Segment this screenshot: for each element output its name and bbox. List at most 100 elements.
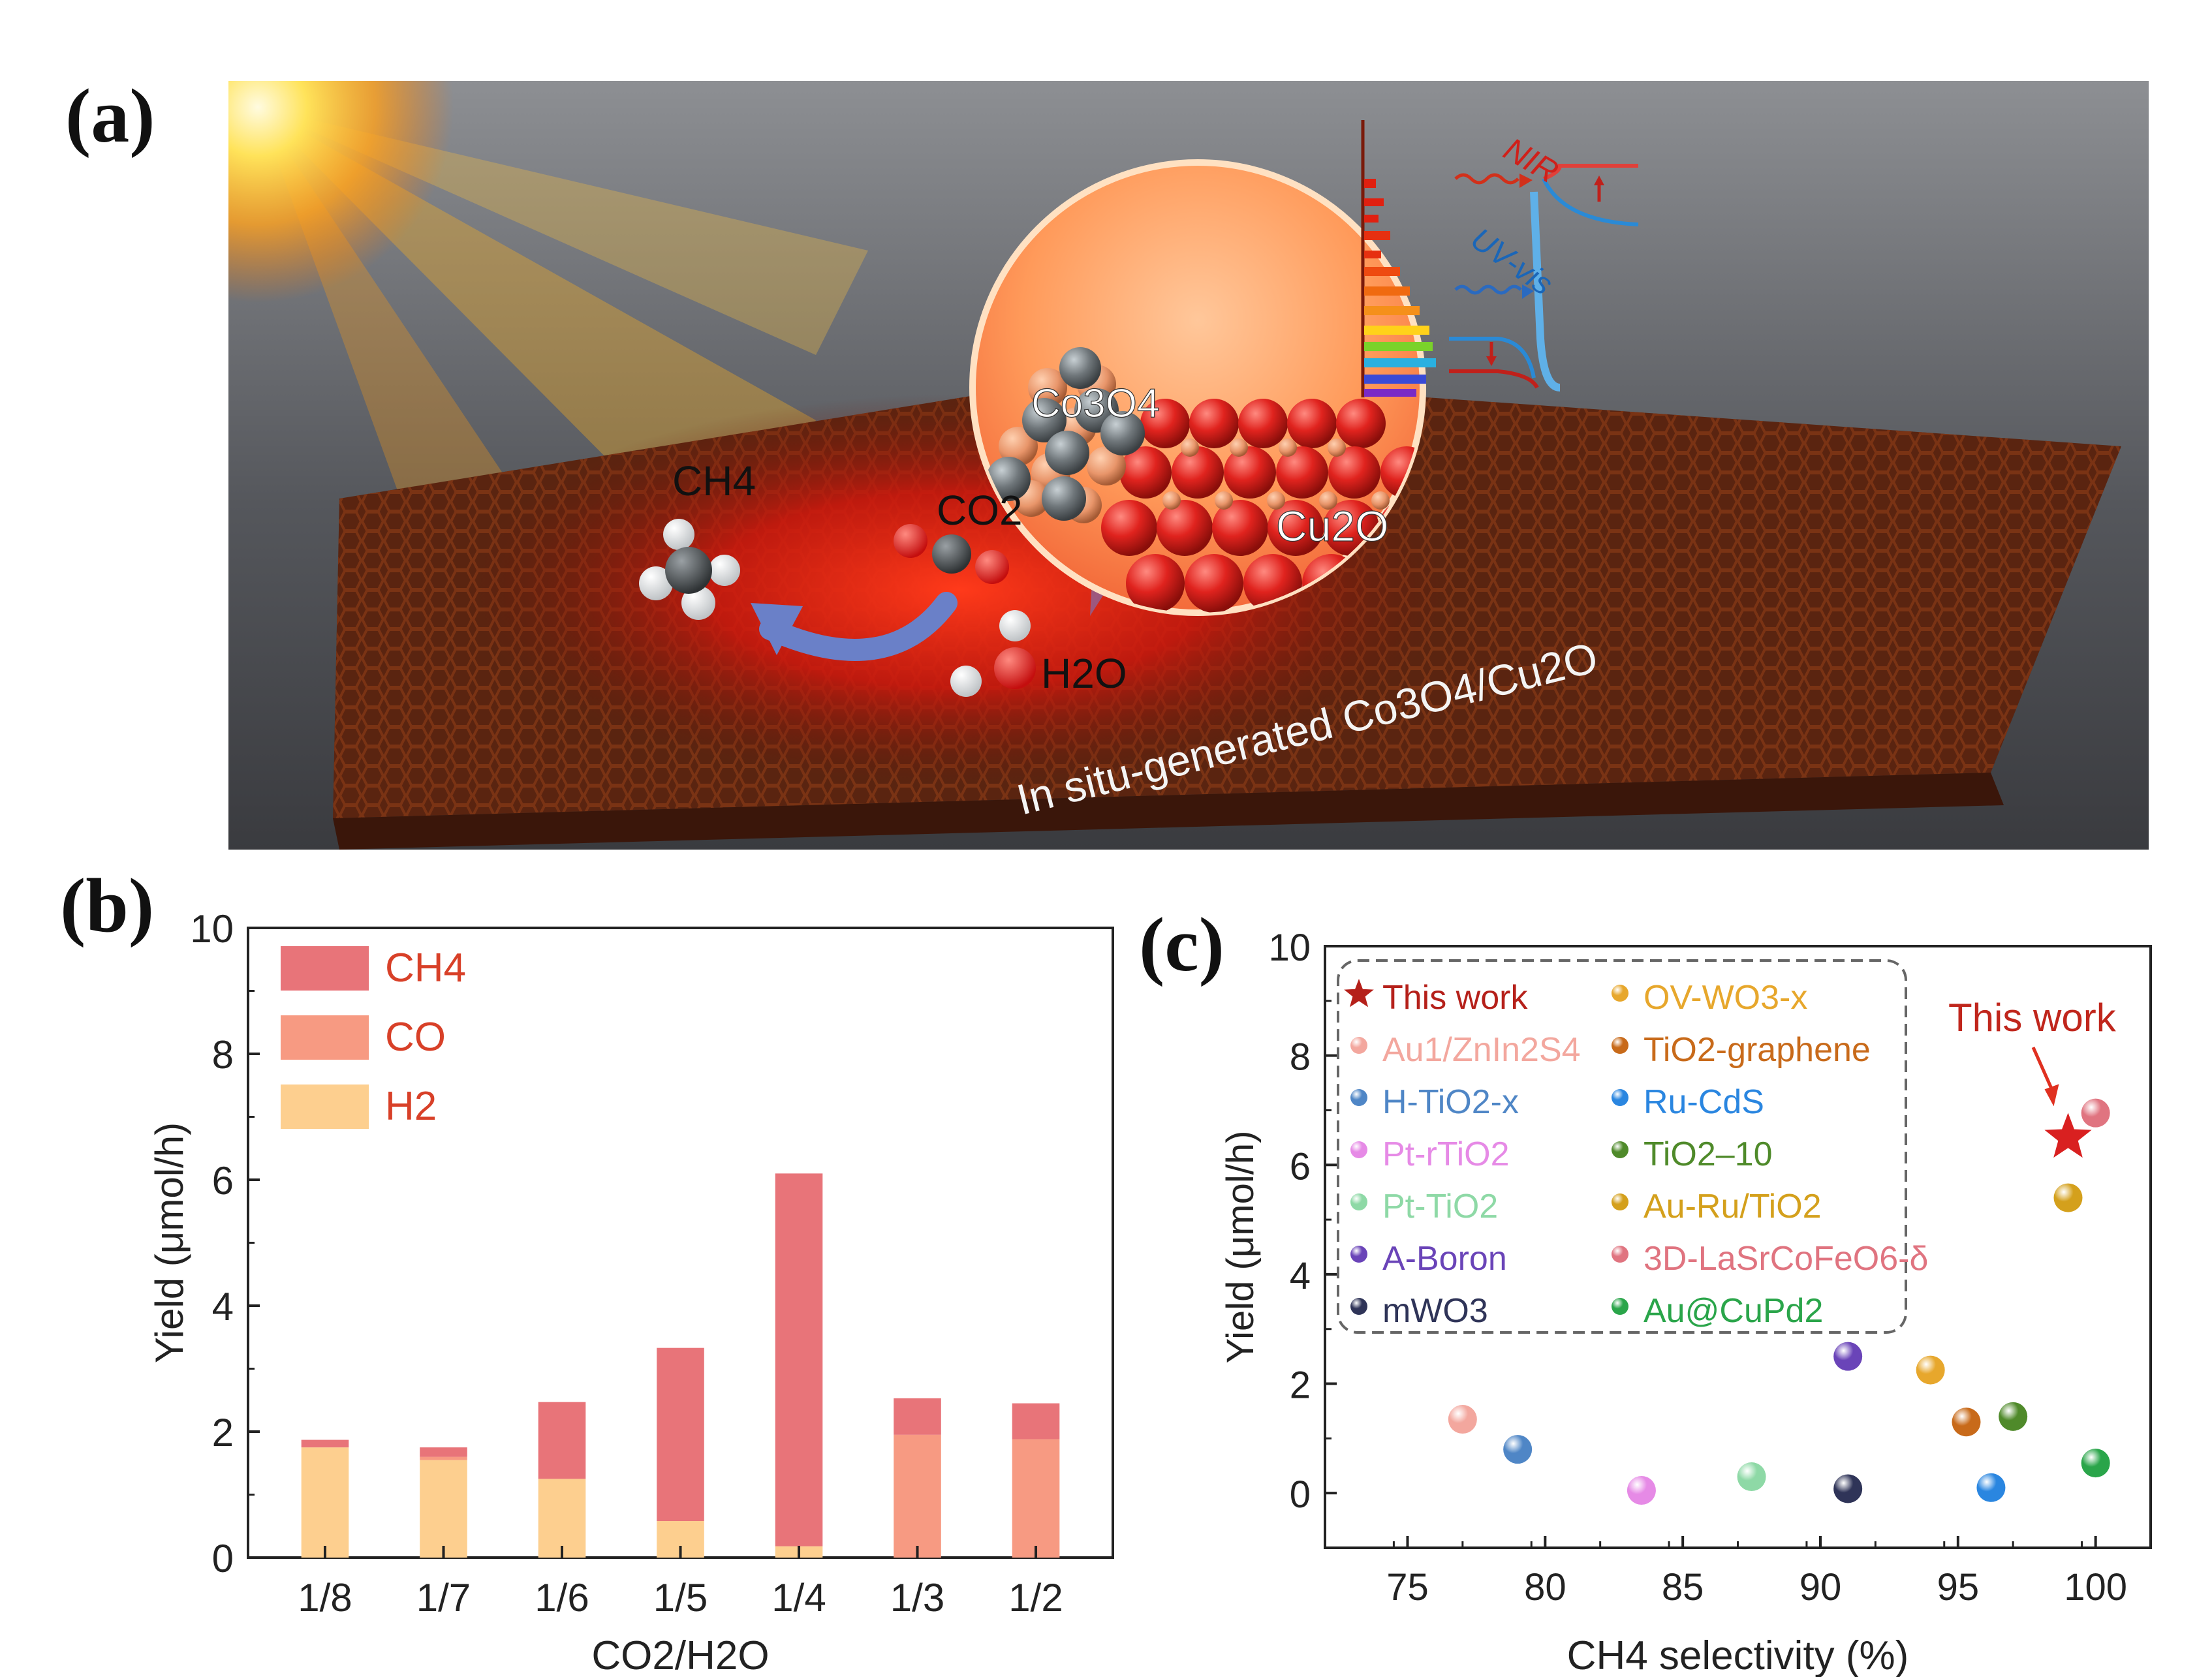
legend-marker-right-1 [1612, 1037, 1628, 1054]
y-tick-label: 4 [1290, 1255, 1311, 1297]
panel-label-b: (b) [60, 863, 155, 948]
x-tick-label: 80 [1524, 1566, 1566, 1608]
scene-illustration: NIR UV-vis Co3O4 Cu2O CH4 CO2 H2O In sit… [228, 81, 2149, 850]
x-tick-label: 1/8 [298, 1576, 352, 1620]
legend-label-right-0: OV-WO3-x [1643, 979, 1807, 1017]
legend-label-left-2: H-TiO2-x [1382, 1083, 1519, 1121]
annotation-this-work: This work [1948, 996, 2117, 1039]
legend-marker-left-1 [1350, 1037, 1367, 1054]
point-10 [1999, 1402, 2028, 1431]
legend-marker-left-4 [1350, 1193, 1367, 1210]
panel-label-c: (c) [1139, 902, 1224, 987]
legend-label-left-4: Pt-TiO2 [1382, 1188, 1498, 1225]
y-axis-label: Yield (μmol/h) [1219, 1131, 1262, 1364]
co3o4-cluster [986, 347, 1145, 523]
legend-label-left-1: Au1/ZnIn2S4 [1382, 1031, 1581, 1069]
y-tick-label: 4 [212, 1285, 234, 1329]
x-axis-label: CO2/H2O [591, 1633, 769, 1677]
legend-marker-right-3 [1612, 1141, 1628, 1158]
y-tick-label: 0 [212, 1537, 234, 1580]
legend-label-ch4: CH4 [385, 946, 466, 991]
legend-label-co: CO [385, 1015, 446, 1060]
x-tick-label: 1/4 [771, 1576, 826, 1620]
legend-marker-left-5 [1350, 1246, 1367, 1263]
x-tick-label: 90 [1799, 1566, 1842, 1608]
y-tick-label: 2 [1290, 1364, 1311, 1407]
bar-ch4-1-2 [1012, 1403, 1060, 1439]
legend-label-right-6: Au@CuPd2 [1643, 1292, 1823, 1330]
legend-label-right-3: TiO2–10 [1643, 1135, 1773, 1173]
bar-ch4-1-4 [775, 1173, 823, 1546]
legend-frame [1337, 959, 1907, 1334]
co3o4-label: Co3O4 [1031, 381, 1159, 426]
bar-co-1-7 [420, 1456, 467, 1460]
legend-marker-left-6 [1350, 1298, 1367, 1315]
y-tick-label: 2 [212, 1411, 234, 1454]
legend-marker-left-2 [1350, 1089, 1367, 1106]
point-11 [2053, 1183, 2083, 1212]
point-6 [1833, 1474, 1863, 1503]
bar-ch4-1-6 [538, 1402, 586, 1479]
legend-swatch-co [281, 1015, 369, 1060]
point-8 [1952, 1408, 1981, 1437]
panel-label-a: (a) [65, 73, 155, 159]
point-7 [1916, 1355, 1945, 1385]
bar-ch4-1-3 [894, 1398, 941, 1435]
legend-label-left-6: mWO3 [1382, 1292, 1488, 1330]
y-tick-label: 6 [212, 1159, 234, 1203]
absorption-spectrum [1361, 120, 1436, 397]
bar-co-1-3 [894, 1434, 941, 1558]
legend-marker-right-0 [1612, 985, 1628, 1002]
legend-marker-right-2 [1612, 1089, 1628, 1106]
point-4 [1737, 1462, 1766, 1492]
bar-ch4-1-5 [657, 1347, 704, 1522]
bar-ch4-1-8 [301, 1439, 349, 1448]
legend-marker-star [1344, 979, 1374, 1008]
bar-h2-1-8 [301, 1447, 349, 1558]
y-tick-label: 8 [1290, 1036, 1311, 1079]
co2-label: CO2 [937, 487, 1023, 534]
legend-label-left-5: A-Boron [1382, 1240, 1507, 1278]
legend-label-left-0: This work [1382, 979, 1528, 1017]
legend-label-right-4: Au-Ru/TiO2 [1643, 1188, 1822, 1225]
legend-label-right-1: TiO2-graphene [1643, 1031, 1871, 1069]
x-tick-label: 100 [2064, 1566, 2127, 1608]
y-tick-label: 8 [212, 1033, 234, 1077]
point-3 [1627, 1475, 1656, 1505]
bar-h2-1-6 [538, 1479, 586, 1558]
point-13 [2081, 1449, 2110, 1478]
legend-label-h2: H2 [385, 1084, 437, 1129]
h2o-molecule [950, 610, 1036, 697]
cu2o-label: Cu2O [1276, 502, 1388, 550]
x-tick-label: 1/7 [416, 1576, 471, 1620]
y-axis-label: Yield (μmol/h) [148, 1122, 191, 1363]
y-tick-label: 0 [1290, 1473, 1311, 1516]
point-2 [1503, 1435, 1533, 1464]
h2o-label: H2O [1041, 650, 1127, 697]
legend-marker-right-5 [1612, 1246, 1628, 1263]
ch4-molecule [639, 519, 740, 620]
chart-c: 0 2 4 6 8 10 75 80 85 90 95 100 This work Au1/ZnIn2S4… [1219, 927, 2152, 1677]
bar-ch4-1-7 [420, 1447, 467, 1457]
x-tick-label: 1/3 [890, 1576, 944, 1620]
x-tick-label: 1/6 [535, 1576, 589, 1620]
bar-h2-1-7 [420, 1460, 467, 1558]
x-axis-label: CH4 selectivity (%) [1567, 1633, 1909, 1677]
legend-label-right-5: 3D-LaSrCoFeO6-δ [1643, 1240, 1928, 1278]
x-tick-label: 85 [1662, 1566, 1704, 1608]
legend-label-left-3: Pt-rTiO2 [1382, 1135, 1510, 1173]
x-tick-label: 95 [1937, 1566, 1980, 1608]
y-tick-label: 10 [190, 907, 234, 951]
point-5 [1833, 1342, 1863, 1371]
ch4-label: CH4 [672, 457, 756, 504]
legend-marker-left-3 [1350, 1141, 1367, 1158]
annotation-arrow-head [2044, 1084, 2059, 1107]
annotation-arrow-line [2031, 1046, 2054, 1092]
co2-molecule [894, 524, 1009, 584]
reaction-arrow [751, 592, 958, 661]
point-this-work [2044, 1113, 2092, 1158]
legend-swatch-h2 [281, 1085, 369, 1129]
point-9 [1976, 1473, 2006, 1502]
x-tick-label: 1/2 [1008, 1576, 1063, 1620]
legend-marker-right-6 [1612, 1298, 1628, 1315]
